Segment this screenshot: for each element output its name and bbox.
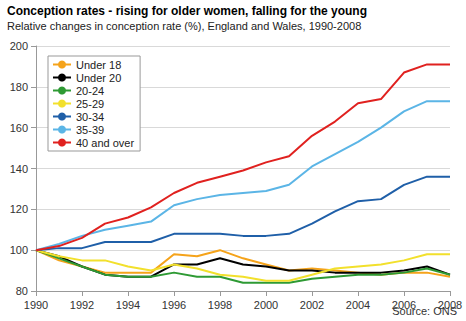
svg-text:1990: 1990	[24, 299, 48, 311]
svg-text:25-29: 25-29	[76, 98, 104, 110]
svg-text:1996: 1996	[162, 299, 186, 311]
svg-text:140: 140	[10, 163, 28, 175]
svg-text:40 and over: 40 and over	[76, 137, 134, 149]
svg-text:160: 160	[10, 122, 28, 134]
svg-text:1994: 1994	[116, 299, 140, 311]
svg-text:Under 20: Under 20	[76, 72, 121, 84]
svg-text:Relative changes in conception: Relative changes in conception rate (%),…	[7, 20, 361, 32]
svg-text:2004: 2004	[346, 299, 370, 311]
svg-text:2000: 2000	[254, 299, 278, 311]
svg-text:Under 18: Under 18	[76, 59, 121, 71]
svg-text:200: 200	[10, 40, 28, 52]
svg-text:35-39: 35-39	[76, 124, 104, 136]
svg-text:120: 120	[10, 203, 28, 215]
svg-text:2002: 2002	[300, 299, 324, 311]
svg-text:Source: ONS: Source: ONS	[392, 305, 457, 317]
svg-text:30-34: 30-34	[76, 111, 104, 123]
svg-text:100: 100	[10, 244, 28, 256]
svg-text:180: 180	[10, 81, 28, 93]
svg-text:80: 80	[16, 285, 28, 297]
svg-text:1992: 1992	[70, 299, 94, 311]
svg-text:Conception rates - rising for: Conception rates - rising for older wome…	[7, 4, 367, 18]
svg-text:20-24: 20-24	[76, 85, 104, 97]
svg-text:1998: 1998	[208, 299, 232, 311]
